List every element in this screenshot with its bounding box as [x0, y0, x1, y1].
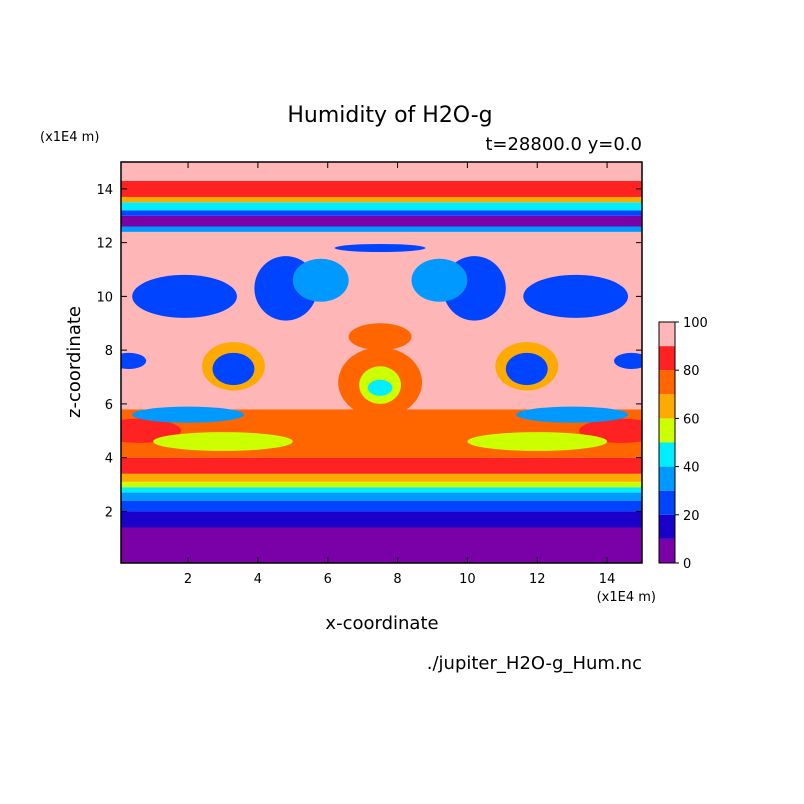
feature-3 [467, 432, 608, 451]
band-6 [121, 473, 642, 482]
feature-20 [411, 258, 468, 302]
band-7 [121, 457, 642, 474]
band-4 [121, 487, 642, 493]
y-tick-label: 6 [105, 398, 113, 413]
feature-5 [516, 406, 629, 423]
feature-16 [523, 274, 629, 318]
band-1 [121, 511, 642, 528]
colorbar-level-0 [659, 538, 675, 563]
feature-8 [367, 379, 393, 396]
x-axis-ticks: 2 4 6 8 10 12 14 [184, 162, 615, 587]
band-16 [121, 162, 642, 181]
y-axis-label: z-coordinate [64, 306, 85, 418]
x-tick-label: 6 [324, 572, 332, 587]
colorbar-tick-label: 80 [683, 364, 700, 379]
feature-4 [132, 406, 244, 423]
chart-title: Humidity of H2O-g [287, 103, 492, 128]
colorbar-level-6 [659, 394, 675, 419]
band-0 [121, 527, 642, 563]
x-tick-label: 8 [393, 572, 401, 587]
feature-2 [153, 432, 293, 451]
band-3 [121, 492, 642, 501]
y-tick-label: 14 [96, 183, 113, 198]
x-tick-label: 12 [529, 572, 546, 587]
feature-11 [212, 352, 255, 386]
feature-19 [292, 258, 349, 302]
colorbar-tick-label: 20 [683, 509, 700, 524]
y-tick-label: 4 [105, 452, 113, 467]
feature-15 [132, 274, 237, 318]
x-tick-label: 2 [184, 572, 192, 587]
feature-12 [505, 352, 548, 386]
colorbar-level-8 [659, 346, 675, 371]
colorbar-level-3 [659, 466, 675, 491]
colorbar-level-2 [659, 490, 675, 515]
colorbar-level-4 [659, 442, 675, 467]
colorbar-level-9 [659, 322, 675, 347]
band-10 [121, 226, 642, 232]
band-5 [121, 481, 642, 488]
x-tick-label: 14 [599, 572, 616, 587]
band-11 [121, 215, 642, 227]
x-tick-label: 10 [459, 572, 476, 587]
feature-13 [121, 352, 147, 369]
humidity-features [121, 243, 642, 451]
x-unit-label: (x1E4 m) [597, 590, 656, 605]
plot-frame [120, 161, 643, 564]
band-15 [121, 180, 642, 197]
band-14 [121, 196, 642, 203]
band-2 [121, 500, 642, 512]
colorbar-level-1 [659, 514, 675, 539]
band-12 [121, 210, 642, 216]
colorbar-tick-label: 40 [683, 461, 700, 476]
colorbar-frame [658, 321, 676, 564]
colorbar-tick-label: 100 [683, 316, 708, 331]
x-axis-label: x-coordinate [325, 613, 438, 634]
x-tick-label: 4 [254, 572, 262, 587]
y-unit-label: (x1E4 m) [40, 130, 99, 145]
feature-14 [614, 352, 642, 369]
y-tick-label: 8 [105, 344, 113, 359]
band-13 [121, 202, 642, 211]
colorbar-level-5 [659, 418, 675, 443]
chart-subtitle: t=28800.0 y=0.0 [485, 134, 642, 155]
feature-22 [348, 323, 412, 351]
y-axis-ticks: 2 4 6 8 10 12 14 [96, 183, 642, 520]
colorbar-ticks: 0 20 40 60 80 100 [675, 316, 708, 572]
feature-21 [334, 243, 426, 253]
plot-area [121, 162, 642, 563]
colorbar-tick-label: 0 [683, 557, 691, 572]
y-tick-label: 2 [105, 505, 113, 520]
colorbar [659, 322, 675, 563]
source-file: ./jupiter_H2O-g_Hum.nc [427, 653, 642, 674]
colorbar-level-7 [659, 370, 675, 395]
y-tick-label: 10 [96, 290, 113, 305]
y-tick-label: 12 [96, 237, 113, 252]
colorbar-tick-label: 60 [683, 412, 700, 427]
